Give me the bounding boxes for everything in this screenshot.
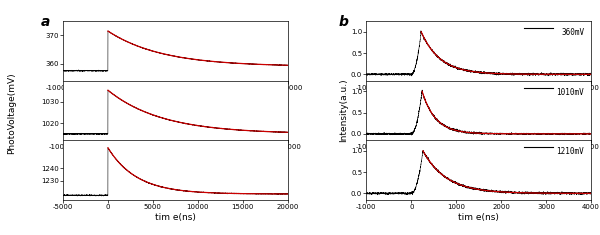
X-axis label: tim e(ns): tim e(ns) [458, 213, 499, 222]
Y-axis label: Intensity(a.u.): Intensity(a.u.) [339, 79, 348, 142]
Text: 360mV: 360mV [561, 28, 584, 37]
Text: 1210mV: 1210mV [557, 147, 584, 156]
Text: b: b [338, 15, 348, 29]
Text: 1010mV: 1010mV [557, 88, 584, 97]
Text: PhotoVoltage(mV): PhotoVoltage(mV) [7, 72, 16, 154]
X-axis label: tim e(ns): tim e(ns) [155, 213, 196, 222]
Text: a: a [40, 15, 50, 29]
